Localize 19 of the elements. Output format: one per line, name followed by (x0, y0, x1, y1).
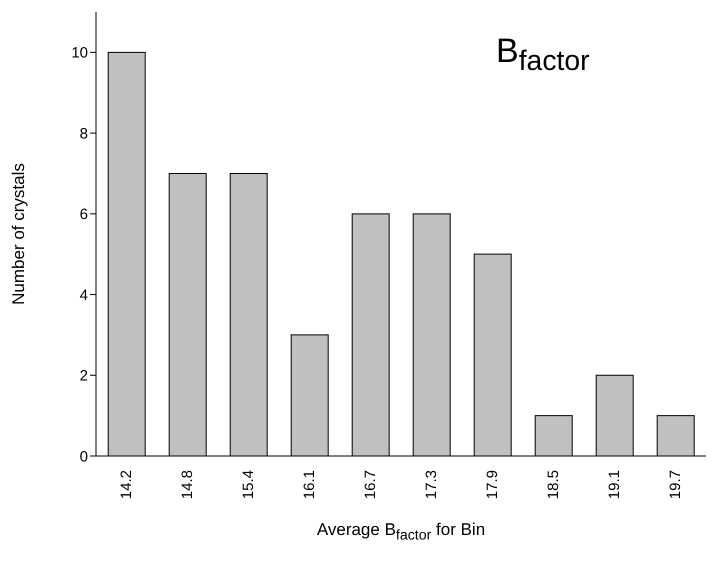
x-tick-label: 14.8 (179, 470, 196, 500)
y-tick-label: 0 (80, 448, 88, 466)
x-axis-title: Average B$_{factor}$ for Bin (316, 520, 486, 544)
x-tick-label: 19.7 (667, 470, 684, 500)
x-tick-label: 16.1 (301, 470, 318, 500)
y-tick-label: 2 (80, 368, 88, 385)
y-axis-title: Number of crystals (9, 163, 29, 305)
x-tick-label: 17.3 (423, 470, 440, 500)
y-tick-label: 8 (80, 125, 88, 142)
y-tick-label: 6 (80, 206, 88, 224)
x-tick-label: 15.4 (240, 470, 257, 500)
x-tick-label: 14.2 (118, 470, 135, 500)
x-tick-label: 17.9 (484, 470, 501, 500)
y-tick-label: 10 (71, 44, 88, 62)
x-tick-label: 16.7 (362, 470, 379, 500)
text: B$_{factor}$ (496, 32, 590, 78)
x-tick-label: 19.1 (606, 470, 623, 500)
x-tick-label: 18.5 (545, 470, 562, 500)
y-tick-label: 4 (80, 286, 88, 304)
